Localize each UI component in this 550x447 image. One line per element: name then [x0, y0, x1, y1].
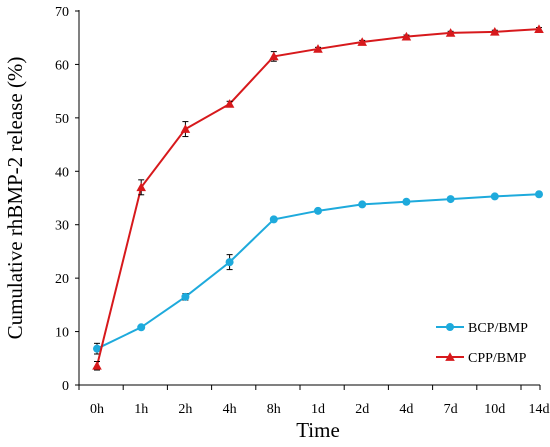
x-tick-label: 8h: [267, 402, 281, 417]
y-tick-label: 30: [55, 219, 69, 234]
data-point-bcp-bmp: [490, 192, 499, 201]
data-point-cpp-bmp: [357, 37, 367, 46]
y-axis-title: Cumulative rhBMP-2 release (%): [3, 57, 27, 340]
data-point-bcp-bmp: [181, 292, 190, 301]
series-layer: [92, 24, 544, 371]
legend: BCP/BMP CPP/BMP: [436, 321, 528, 366]
data-point-cpp-bmp: [224, 99, 235, 108]
legend-marker-cpp-bmp: [445, 352, 455, 361]
data-point-bcp-bmp: [402, 197, 411, 206]
y-tick-label: 10: [55, 326, 69, 341]
x-tick-label: 14d: [529, 402, 550, 417]
x-tick-label: 4d: [399, 402, 413, 417]
data-point-bcp-bmp: [535, 190, 543, 199]
data-point-cpp-bmp: [269, 51, 279, 61]
x-axis-title: Time: [296, 418, 340, 442]
data-point-bcp-bmp: [137, 323, 146, 332]
x-tick-label: 1h: [134, 402, 148, 417]
data-point-cpp-bmp: [313, 44, 323, 53]
data-point-cpp-bmp: [92, 360, 102, 370]
series-bcp-bmp: [93, 190, 543, 355]
series-cpp-bmp: [92, 24, 544, 371]
data-point-cpp-bmp: [490, 27, 500, 36]
y-tick-label: 50: [55, 112, 69, 127]
legend-label-bcp-bmp: BCP/BMP: [468, 321, 528, 336]
y-axis-ticks: 0 10 20 30 40 50 60 70: [55, 5, 79, 394]
y-tick-label: 0: [62, 379, 69, 394]
data-point-cpp-bmp: [401, 31, 412, 41]
x-tick-label: 0h: [90, 402, 104, 417]
legend-marker-bcp-bmp: [446, 323, 454, 331]
x-tick-label: 2d: [355, 402, 369, 417]
x-tick-label: 4h: [223, 402, 237, 417]
x-axis-ticks: 0h 1h 2h 4h 8h 1d 2d 4d 7d 10d 14d: [78, 385, 550, 417]
y-tick-label: 40: [55, 165, 69, 180]
data-point-cpp-bmp: [445, 28, 456, 37]
x-tick-label: 7d: [444, 402, 458, 417]
x-tick-label: 2h: [178, 402, 192, 417]
data-point-cpp-bmp: [136, 182, 146, 192]
data-point-bcp-bmp: [269, 215, 278, 224]
x-tick-label: 1d: [311, 402, 325, 417]
y-tick-label: 70: [55, 5, 69, 20]
y-tick-label: 20: [55, 272, 69, 287]
legend-label-cpp-bmp: CPP/BMP: [468, 351, 527, 366]
data-point-bcp-bmp: [314, 206, 322, 215]
data-point-bcp-bmp: [225, 258, 234, 267]
data-point-bcp-bmp: [446, 195, 455, 204]
data-point-cpp-bmp: [180, 124, 191, 133]
data-point-bcp-bmp: [93, 344, 101, 353]
data-point-cpp-bmp: [534, 24, 544, 34]
data-point-bcp-bmp: [358, 200, 367, 209]
x-tick-label: 10d: [484, 402, 505, 417]
y-tick-label: 60: [55, 58, 69, 73]
